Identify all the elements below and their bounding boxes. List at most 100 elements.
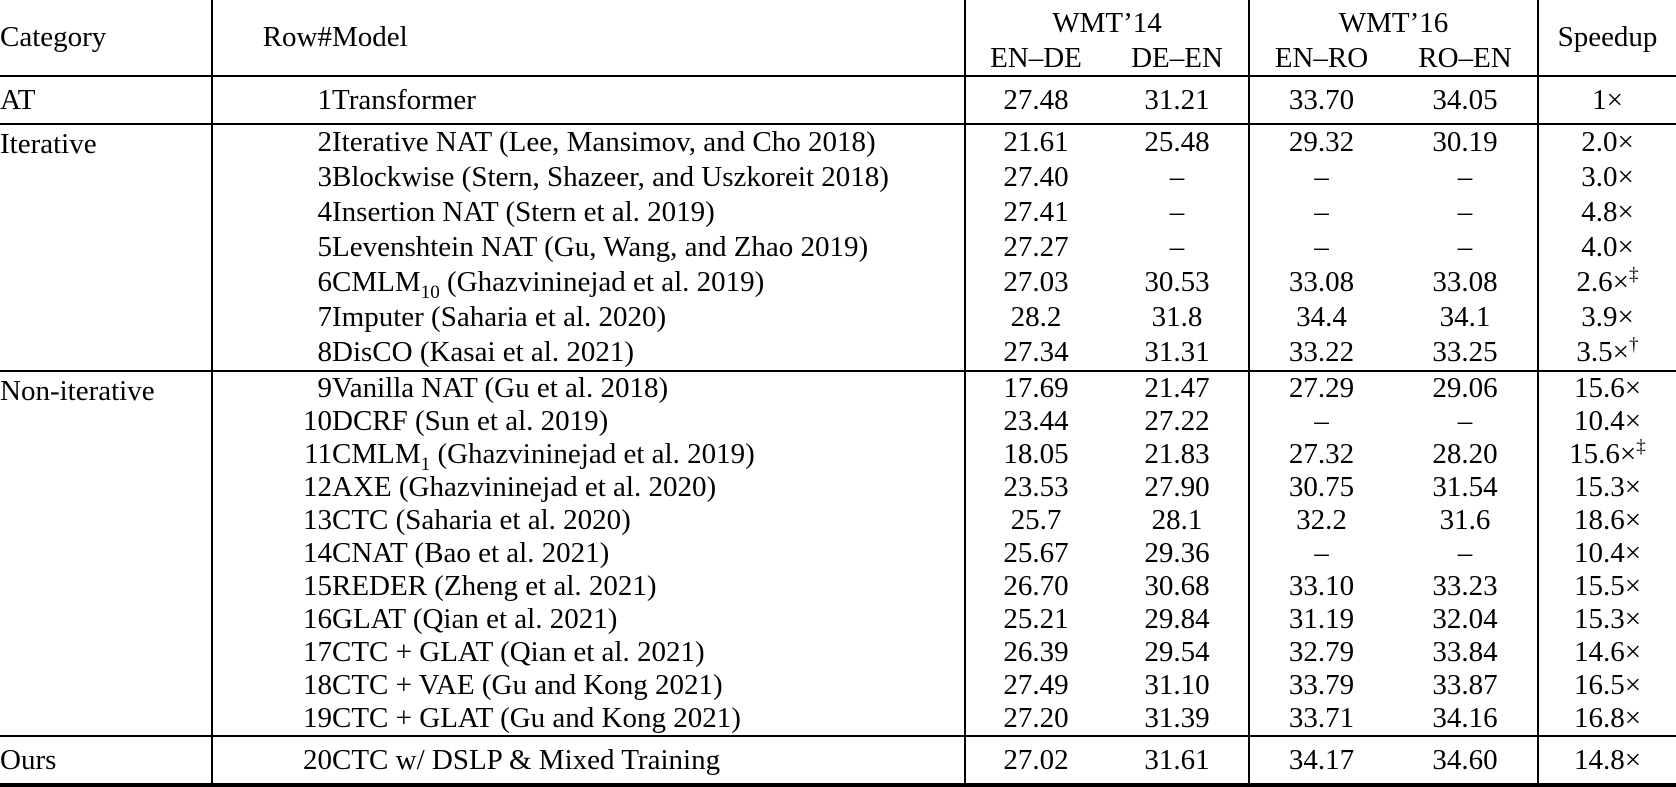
score-de-en: 29.84 bbox=[1144, 603, 1210, 635]
header-en-de: EN–DE bbox=[964, 42, 1106, 76]
row-number: 3 bbox=[211, 160, 332, 195]
speedup-value: 15.6×‡ bbox=[1537, 438, 1676, 471]
model-name: Transformer bbox=[332, 76, 965, 124]
model-name-text: Vanilla NAT (Gu et al. 2018) bbox=[332, 372, 669, 404]
score-de-en: 29.36 bbox=[1144, 537, 1210, 569]
score-ro-en: 34.60 bbox=[1432, 743, 1498, 776]
speedup-footnote-marker: ‡ bbox=[1629, 265, 1639, 286]
score-en-ro: 32.2 bbox=[1248, 504, 1393, 537]
score-en-de: 27.48 bbox=[964, 76, 1106, 124]
category-cell: Iterative bbox=[0, 128, 97, 160]
row-number: 2 bbox=[211, 124, 332, 160]
model-name: CTC (Saharia et al. 2020) bbox=[332, 504, 965, 537]
score-en-ro: 32.79 bbox=[1248, 636, 1393, 669]
table-row: 16 GLAT (Qian et al. 2021) 25.21 29.84 31.19… bbox=[0, 603, 1676, 636]
speedup-value: 4.0× bbox=[1537, 230, 1676, 265]
model-name: Iterative NAT (Lee, Mansimov, and Cho 20… bbox=[332, 124, 965, 160]
row-number: 1 bbox=[211, 76, 332, 124]
row-number: 15 bbox=[211, 570, 332, 603]
table-row: AT 1 Transformer 27.48 31.21 33.70 34.05 1× bbox=[0, 76, 1676, 124]
table-row: Iterative 2 Iterative NAT (Lee, Mansimov, … bbox=[0, 124, 1676, 160]
score-en-de: 26.39 bbox=[964, 636, 1106, 669]
speedup-value: 3.5×† bbox=[1537, 335, 1676, 371]
category-cell: Ours bbox=[0, 743, 57, 776]
header-en-ro: EN–RO bbox=[1248, 42, 1393, 76]
score-en-de: 27.34 bbox=[964, 335, 1106, 371]
speedup-value: 15.6× bbox=[1537, 371, 1676, 405]
score-ro-en: 31.6 bbox=[1439, 504, 1491, 536]
table-row: 12 AXE (Ghazvininejad et al. 2020) 23.53 27… bbox=[0, 471, 1676, 504]
model-name-text: Transformer bbox=[332, 83, 476, 116]
model-name: CMLM1 (Ghazvininejad et al. 2019) bbox=[332, 438, 965, 471]
category-cell: AT bbox=[0, 83, 36, 116]
model-name-citation: (Ghazvininejad et al. 2019) bbox=[430, 438, 755, 470]
speedup-text: 15.3× bbox=[1573, 471, 1642, 503]
score-en-ro: – bbox=[1248, 537, 1393, 570]
table-row: 17 CTC + GLAT (Qian et al. 2021) 26.39 29.5… bbox=[0, 636, 1676, 669]
score-de-en: 31.39 bbox=[1144, 702, 1210, 734]
table-row: 18 CTC + VAE (Gu and Kong 2021) 27.49 31.10… bbox=[0, 669, 1676, 702]
score-de-en: 31.8 bbox=[1151, 301, 1203, 333]
speedup-value: 18.6× bbox=[1537, 504, 1676, 537]
score-en-de: 27.27 bbox=[964, 230, 1106, 265]
table-row: 13 CTC (Saharia et al. 2020) 25.7 28.1 32.2 3… bbox=[0, 504, 1676, 537]
score-ro-en: 29.06 bbox=[1432, 372, 1498, 404]
speedup-text: 3.0× bbox=[1581, 161, 1634, 193]
model-name-text: GLAT (Qian et al. 2021) bbox=[332, 603, 618, 635]
score-de-en: 31.61 bbox=[1144, 743, 1210, 776]
score-ro-en: – bbox=[1457, 161, 1473, 193]
speedup-text: 10.4× bbox=[1573, 537, 1642, 569]
score-en-de: 27.40 bbox=[964, 160, 1106, 195]
speedup-value: 10.4× bbox=[1537, 537, 1676, 570]
row-number: 17 bbox=[211, 636, 332, 669]
speedup-text: 16.5× bbox=[1573, 669, 1642, 701]
model-name-text: Blockwise (Stern, Shazeer, and Uszkoreit… bbox=[332, 161, 889, 193]
speedup-value: 10.4× bbox=[1537, 405, 1676, 438]
speedup-text: 3.9× bbox=[1581, 301, 1634, 333]
header-wmt14: WMT’14 bbox=[964, 0, 1249, 42]
score-en-de: 25.7 bbox=[964, 504, 1106, 537]
score-en-ro: 27.29 bbox=[1248, 371, 1393, 405]
row-number: 14 bbox=[211, 537, 332, 570]
speedup-value: 15.3× bbox=[1537, 471, 1676, 504]
score-en-de: 18.05 bbox=[964, 438, 1106, 471]
speedup-value: 14.8× bbox=[1537, 736, 1676, 785]
section-at: AT 1 Transformer 27.48 31.21 33.70 34.05 1× bbox=[0, 76, 1676, 124]
speedup-value: 2.0× bbox=[1537, 124, 1676, 160]
model-name-text: DCRF (Sun et al. 2019) bbox=[332, 405, 609, 437]
score-de-en: 31.31 bbox=[1144, 336, 1210, 368]
model-name: DCRF (Sun et al. 2019) bbox=[332, 405, 965, 438]
score-en-de: 26.70 bbox=[964, 570, 1106, 603]
model-name: CNAT (Bao et al. 2021) bbox=[332, 537, 965, 570]
score-en-de: 23.53 bbox=[964, 471, 1106, 504]
speedup-text: 1× bbox=[1592, 83, 1623, 116]
speedup-text: 2.6× bbox=[1576, 266, 1630, 298]
score-ro-en: 33.87 bbox=[1432, 669, 1498, 701]
score-en-de: 28.2 bbox=[964, 300, 1106, 335]
score-ro-en: 31.54 bbox=[1432, 471, 1498, 503]
score-de-en: 25.48 bbox=[1144, 126, 1210, 158]
row-number: 20 bbox=[211, 736, 332, 785]
header-model: Model bbox=[332, 21, 408, 53]
section-non-iterative: Non-iterative 9 Vanilla NAT (Gu et al. 201… bbox=[0, 371, 1676, 736]
model-name-text: CTC (Saharia et al. 2020) bbox=[332, 504, 631, 536]
model-name: Blockwise (Stern, Shazeer, and Uszkoreit… bbox=[332, 160, 965, 195]
row-number: 9 bbox=[211, 371, 332, 405]
model-name-text: Iterative NAT (Lee, Mansimov, and Cho 20… bbox=[332, 126, 876, 158]
score-en-ro: 33.10 bbox=[1248, 570, 1393, 603]
model-name-text: CNAT (Bao et al. 2021) bbox=[332, 537, 610, 569]
speedup-text: 15.3× bbox=[1573, 603, 1642, 635]
speedup-value: 14.6× bbox=[1537, 636, 1676, 669]
speedup-text: 4.8× bbox=[1581, 196, 1634, 228]
model-name: CTC w/ DSLP & Mixed Training bbox=[332, 736, 965, 785]
category-cell: Non-iterative bbox=[0, 375, 155, 407]
model-name: Vanilla NAT (Gu et al. 2018) bbox=[332, 371, 965, 405]
model-name-text: CTC w/ DSLP & Mixed Training bbox=[332, 743, 721, 776]
table-row: 6 CMLM10 (Ghazvininejad et al. 2019) 27.03… bbox=[0, 265, 1676, 300]
score-en-ro: 27.32 bbox=[1248, 438, 1393, 471]
table-row: 4 Insertion NAT (Stern et al. 2019) 27.41 –… bbox=[0, 195, 1676, 230]
speedup-text: 14.8× bbox=[1573, 743, 1642, 776]
model-name-text: REDER (Zheng et al. 2021) bbox=[332, 570, 657, 602]
row-number: 6 bbox=[211, 265, 332, 300]
score-de-en: – bbox=[1169, 161, 1185, 193]
